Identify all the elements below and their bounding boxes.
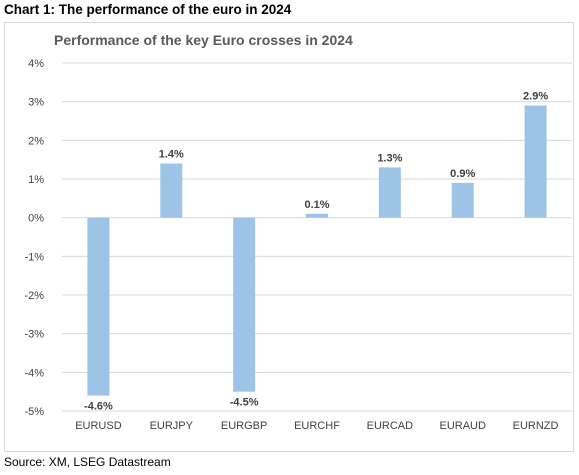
data-label-eurnzd: 2.9%	[523, 91, 548, 103]
data-label-eurjpy: 1.4%	[159, 149, 184, 161]
data-label-eurchf: 0.1%	[304, 199, 329, 211]
chart-frame	[4, 22, 574, 452]
y-tick-label: -3%	[24, 329, 44, 341]
x-axis-categories: EURUSD EURJPY EURGBP EURCHF EURCAD EURAUD EURN…	[75, 420, 558, 432]
page-title: Chart 1: The performance of the euro in …	[4, 2, 292, 17]
bar-euraud	[451, 182, 474, 218]
data-label-eurcad: 1.3%	[377, 152, 402, 164]
y-tick-label: -4%	[24, 367, 44, 379]
gridlines	[62, 62, 572, 412]
y-tick-label: -2%	[24, 290, 44, 302]
bar-eurchf	[306, 213, 328, 218]
data-labels: -4.6% 1.4% -4.5% 0.1% 1.3% 0.9% 2.9%	[84, 91, 548, 413]
data-label-euraud: 0.9%	[450, 168, 475, 180]
bars	[87, 105, 547, 396]
category-label-euraud: EURAUD	[439, 420, 486, 432]
bar-eurusd	[87, 217, 110, 396]
bar-eurgbp	[233, 217, 256, 392]
category-label-eurgbp: EURGBP	[221, 420, 267, 432]
chart-title: Performance of the key Euro crosses in 2…	[54, 32, 353, 48]
data-label-eurusd: -4.6%	[84, 401, 113, 413]
category-label-eurchf: EURCHF	[294, 420, 340, 432]
y-tick-label: 1%	[28, 174, 44, 186]
data-label-eurgbp: -4.5%	[230, 397, 259, 409]
y-tick-label: -1%	[24, 251, 44, 263]
y-axis-ticks: 4% 3% 2% 1% 0% -1% -2% -3% -4% -5%	[24, 58, 44, 418]
bar-eurcad	[378, 167, 401, 218]
bar-eurjpy	[160, 163, 183, 218]
category-label-eurcad: EURCAD	[367, 420, 414, 432]
category-label-eurnzd: EURNZD	[513, 420, 559, 432]
y-tick-label: 2%	[28, 135, 44, 147]
category-label-eurjpy: EURJPY	[150, 420, 194, 432]
y-tick-label: -5%	[24, 406, 44, 418]
bar-eurnzd	[524, 105, 547, 218]
category-label-eurusd: EURUSD	[75, 420, 122, 432]
source-note: Source: XM, LSEG Datastream	[4, 455, 171, 469]
y-tick-label: 3%	[28, 97, 44, 109]
y-tick-label: 0%	[28, 213, 44, 225]
y-tick-label: 4%	[28, 58, 44, 70]
